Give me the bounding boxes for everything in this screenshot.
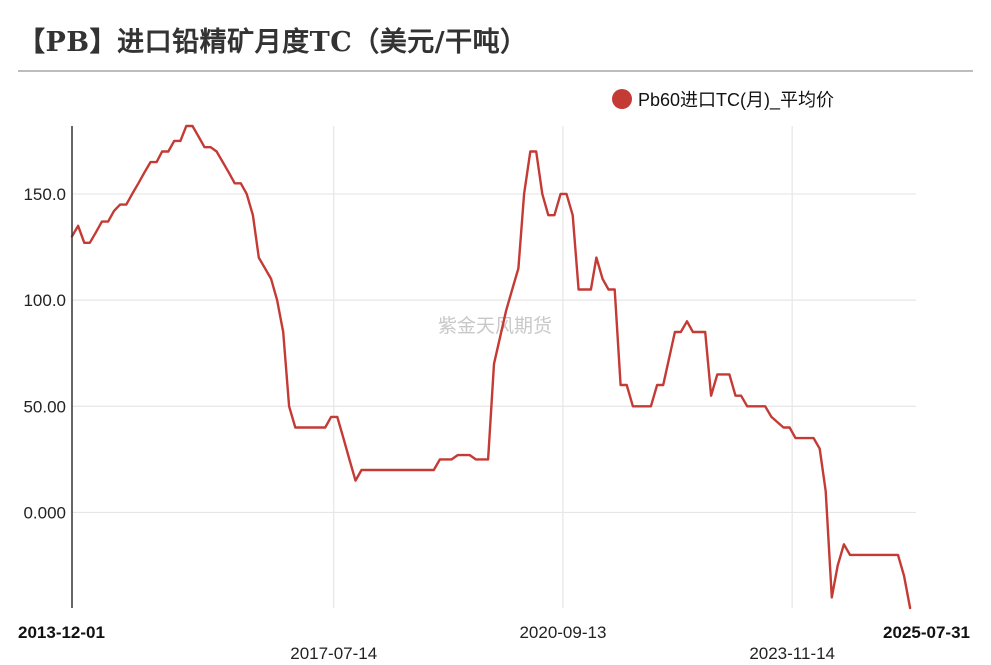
chart-title: 【PB】进口铅精矿月度TC（美元/干吨） (18, 27, 528, 58)
y-tick-label: 50.00 (23, 397, 66, 416)
legend[interactable]: Pb60进口TC(月)_平均价 (612, 86, 834, 112)
x-tick-label: 2023-11-14 (749, 644, 835, 663)
x-tick-label: 2020-09-13 (519, 623, 606, 642)
grid-lines (72, 126, 916, 608)
x-tick-label: 2017-07-14 (290, 644, 377, 663)
legend-marker-icon (612, 89, 632, 109)
y-tick-label: 0.000 (23, 503, 66, 522)
series-line (70, 124, 912, 610)
title-divider (18, 70, 973, 72)
series-group (70, 124, 912, 610)
legend-label: Pb60进口TC(月)_平均价 (638, 90, 835, 110)
y-tick-label: 150.0 (23, 185, 66, 204)
watermark: 紫金天风期货 (438, 315, 552, 337)
tick-labels: 0.000 50.00 100.0 150.0 2013-12-01 2017-07-14… (18, 185, 970, 663)
x-tick-label: 2013-12-01 (18, 623, 105, 642)
x-tick-label: 2025-07-31 (883, 623, 970, 642)
y-tick-label: 100.0 (23, 291, 66, 310)
